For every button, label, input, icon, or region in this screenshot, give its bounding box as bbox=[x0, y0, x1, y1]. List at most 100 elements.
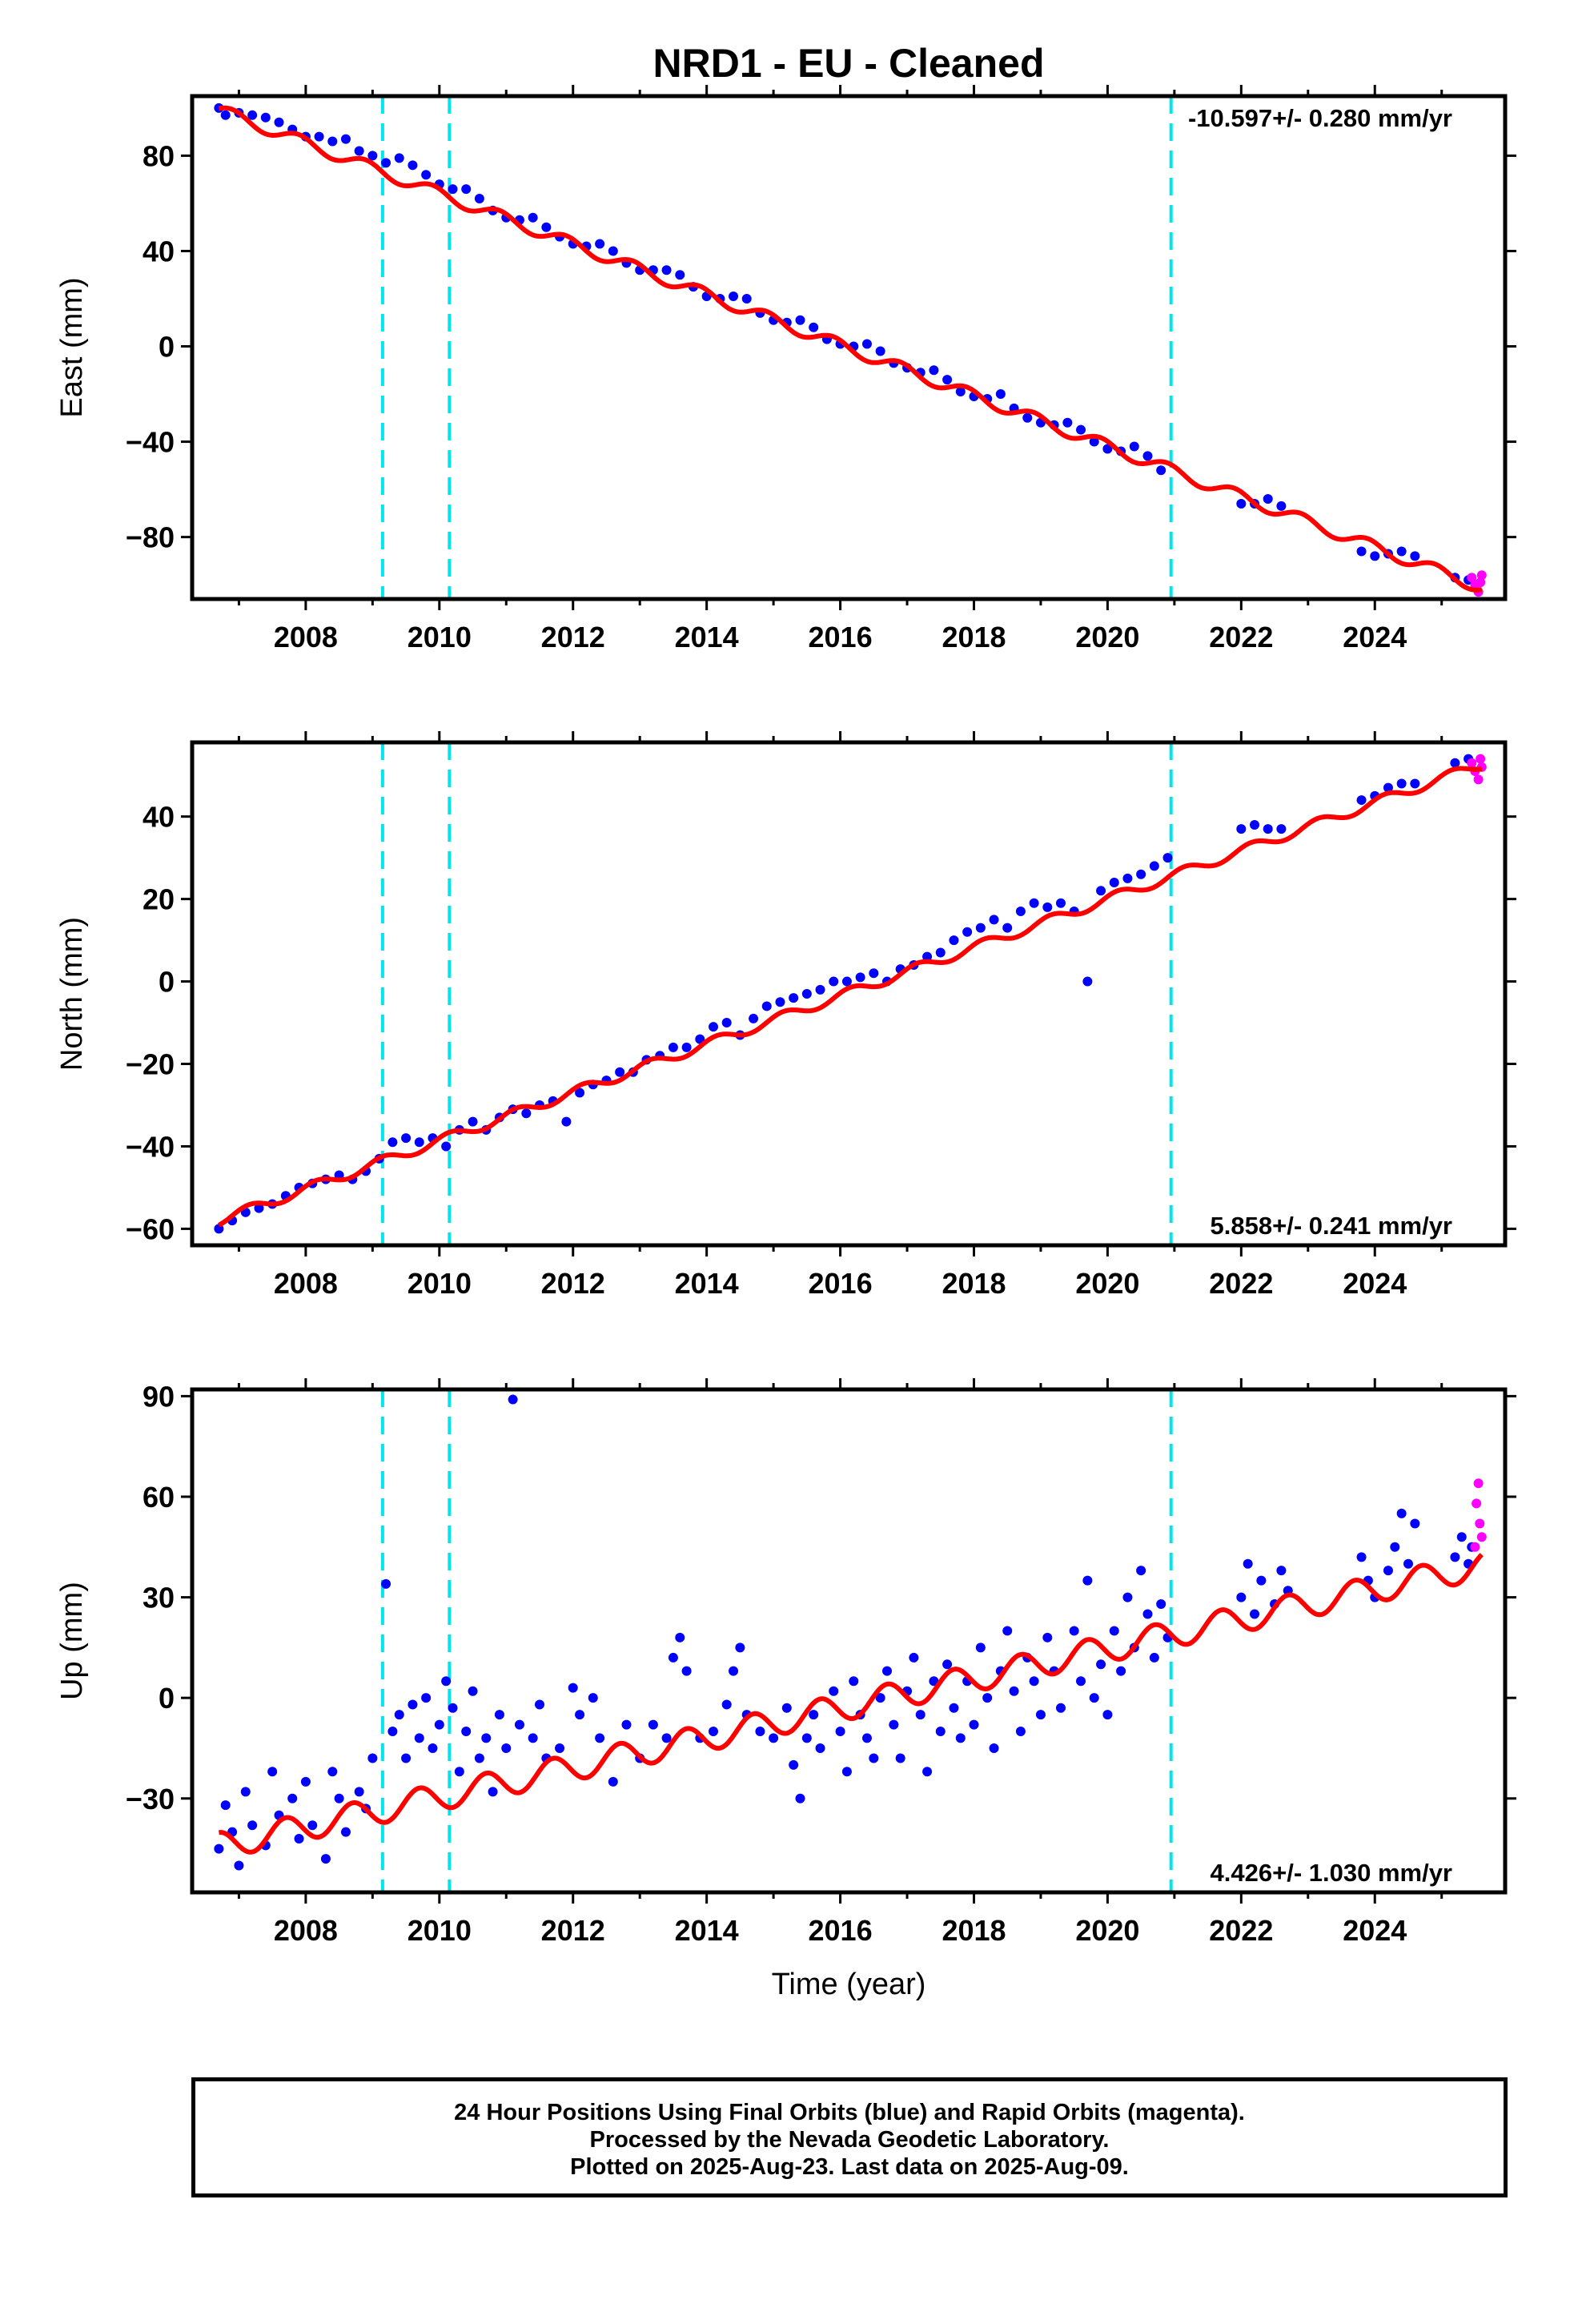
final-orbit-point bbox=[608, 1776, 618, 1787]
final-orbit-point bbox=[214, 1844, 224, 1854]
y-tick-label: 0 bbox=[159, 1682, 175, 1715]
final-orbit-point bbox=[1250, 1609, 1260, 1619]
x-tick-label: 2022 bbox=[1209, 1914, 1273, 1947]
final-orbit-point bbox=[675, 270, 685, 280]
y-tick-label: 90 bbox=[143, 1380, 175, 1413]
final-orbit-point bbox=[929, 365, 939, 376]
final-orbit-point bbox=[1383, 1566, 1393, 1576]
x-tick-label: 2022 bbox=[1209, 621, 1273, 653]
plot-area bbox=[214, 96, 1487, 599]
final-orbit-point bbox=[461, 184, 472, 195]
footer-line-1: 24 Hour Positions Using Final Orbits (bl… bbox=[454, 2100, 1245, 2125]
x-tick-label: 2016 bbox=[809, 1914, 873, 1947]
final-orbit-point bbox=[849, 1676, 859, 1687]
final-orbit-point bbox=[1102, 444, 1113, 454]
y-tick-label: −60 bbox=[126, 1212, 175, 1245]
final-orbit-point bbox=[1042, 902, 1053, 912]
y-tick-label: 40 bbox=[143, 801, 175, 834]
final-orbit-point bbox=[514, 1719, 524, 1730]
final-orbit-point bbox=[895, 1753, 905, 1763]
final-orbit-point bbox=[488, 1787, 498, 1797]
final-orbit-point bbox=[661, 265, 672, 275]
final-orbit-point bbox=[861, 339, 872, 349]
final-orbit-point bbox=[381, 1578, 391, 1589]
final-orbit-point bbox=[595, 239, 605, 249]
plot-frame bbox=[190, 740, 1508, 1248]
final-orbit-point bbox=[501, 1743, 512, 1753]
final-orbit-point bbox=[220, 110, 231, 120]
final-orbit-point bbox=[541, 222, 552, 232]
final-orbit-point bbox=[334, 1793, 344, 1803]
final-orbit-point bbox=[461, 1727, 472, 1737]
final-orbit-point bbox=[829, 976, 839, 987]
x-tick-label: 2012 bbox=[541, 1267, 605, 1300]
final-orbit-point bbox=[314, 131, 324, 142]
final-orbit-point bbox=[1149, 1652, 1159, 1663]
final-orbit-point bbox=[441, 1676, 452, 1687]
final-orbit-point bbox=[769, 1733, 779, 1743]
final-orbit-point bbox=[1403, 1558, 1413, 1569]
x-axis-label: Time (year) bbox=[772, 1968, 926, 2001]
x-tick-label: 2018 bbox=[942, 1914, 1006, 1947]
final-orbit-point bbox=[1109, 1626, 1119, 1636]
final-orbit-point bbox=[1002, 1626, 1013, 1636]
final-orbit-point bbox=[1450, 758, 1460, 768]
final-orbit-point bbox=[1410, 778, 1420, 789]
rapid-orbit-point bbox=[1470, 1542, 1480, 1552]
final-orbit-point bbox=[448, 1703, 458, 1713]
final-orbit-point bbox=[755, 1727, 765, 1737]
rapid-orbit-point bbox=[1476, 1532, 1487, 1542]
x-tick-label: 2024 bbox=[1343, 1914, 1407, 1947]
final-orbit-point bbox=[889, 1719, 899, 1730]
final-orbit-point bbox=[1122, 873, 1133, 883]
x-tick-label: 2020 bbox=[1075, 1914, 1139, 1947]
rapid-orbit-point bbox=[1476, 754, 1486, 764]
final-orbit-point bbox=[795, 1793, 805, 1803]
final-orbit-point bbox=[1062, 417, 1073, 428]
final-orbit-point bbox=[254, 1203, 264, 1213]
final-orbit-point bbox=[327, 1767, 338, 1777]
final-orbit-point bbox=[729, 292, 739, 302]
east-panel: 2008 2010 2012 2014 2016 2018 2020 2022 2024 −80 −… bbox=[55, 85, 1516, 653]
final-orbit-point bbox=[869, 968, 879, 979]
x-tick-label: 2024 bbox=[1343, 621, 1407, 653]
final-orbit-point bbox=[474, 193, 484, 203]
final-orbit-point bbox=[1136, 869, 1146, 879]
final-orbit-point bbox=[922, 1767, 933, 1777]
final-orbit-point bbox=[387, 1137, 398, 1148]
footer-line-3: Plotted on 2025-Aug-23. Last data on 202… bbox=[570, 2154, 1129, 2180]
final-orbit-point bbox=[721, 1699, 732, 1710]
final-orbit-point bbox=[401, 1753, 412, 1763]
final-orbit-point bbox=[1055, 1703, 1066, 1713]
final-orbit-point bbox=[441, 1141, 452, 1152]
final-orbit-point bbox=[481, 1733, 492, 1743]
figure-title: NRD1 - EU - Cleaned bbox=[653, 41, 1045, 86]
final-orbit-point bbox=[949, 935, 959, 946]
final-orbit-point bbox=[1356, 546, 1367, 557]
final-orbit-point bbox=[267, 1767, 278, 1777]
final-orbit-point bbox=[1236, 498, 1247, 509]
final-orbit-point bbox=[775, 997, 785, 1007]
final-orbit-point bbox=[1356, 1552, 1367, 1562]
y-axis-label: North (mm) bbox=[55, 917, 89, 1071]
final-orbit-point bbox=[1243, 1558, 1253, 1569]
final-orbit-point bbox=[708, 1727, 718, 1737]
final-orbit-point bbox=[408, 1699, 418, 1710]
final-orbit-point bbox=[354, 1787, 364, 1797]
final-orbit-point bbox=[1035, 1710, 1046, 1720]
final-orbit-point bbox=[287, 1793, 298, 1803]
y-tick-label: 0 bbox=[159, 331, 175, 364]
final-orbit-point bbox=[608, 246, 618, 256]
model-curve bbox=[217, 766, 1483, 1228]
final-orbit-point bbox=[935, 947, 946, 958]
final-orbit-point bbox=[320, 1854, 331, 1864]
final-orbit-point bbox=[575, 1088, 585, 1098]
rapid-orbit-point bbox=[1472, 1498, 1482, 1509]
x-tick-label: 2012 bbox=[541, 621, 605, 653]
final-orbit-point bbox=[260, 112, 271, 123]
final-orbit-point bbox=[595, 1733, 605, 1743]
final-orbit-point bbox=[434, 1719, 444, 1730]
final-orbit-point bbox=[975, 1642, 986, 1653]
final-orbit-point bbox=[861, 1733, 872, 1743]
final-orbit-point bbox=[801, 1733, 812, 1743]
